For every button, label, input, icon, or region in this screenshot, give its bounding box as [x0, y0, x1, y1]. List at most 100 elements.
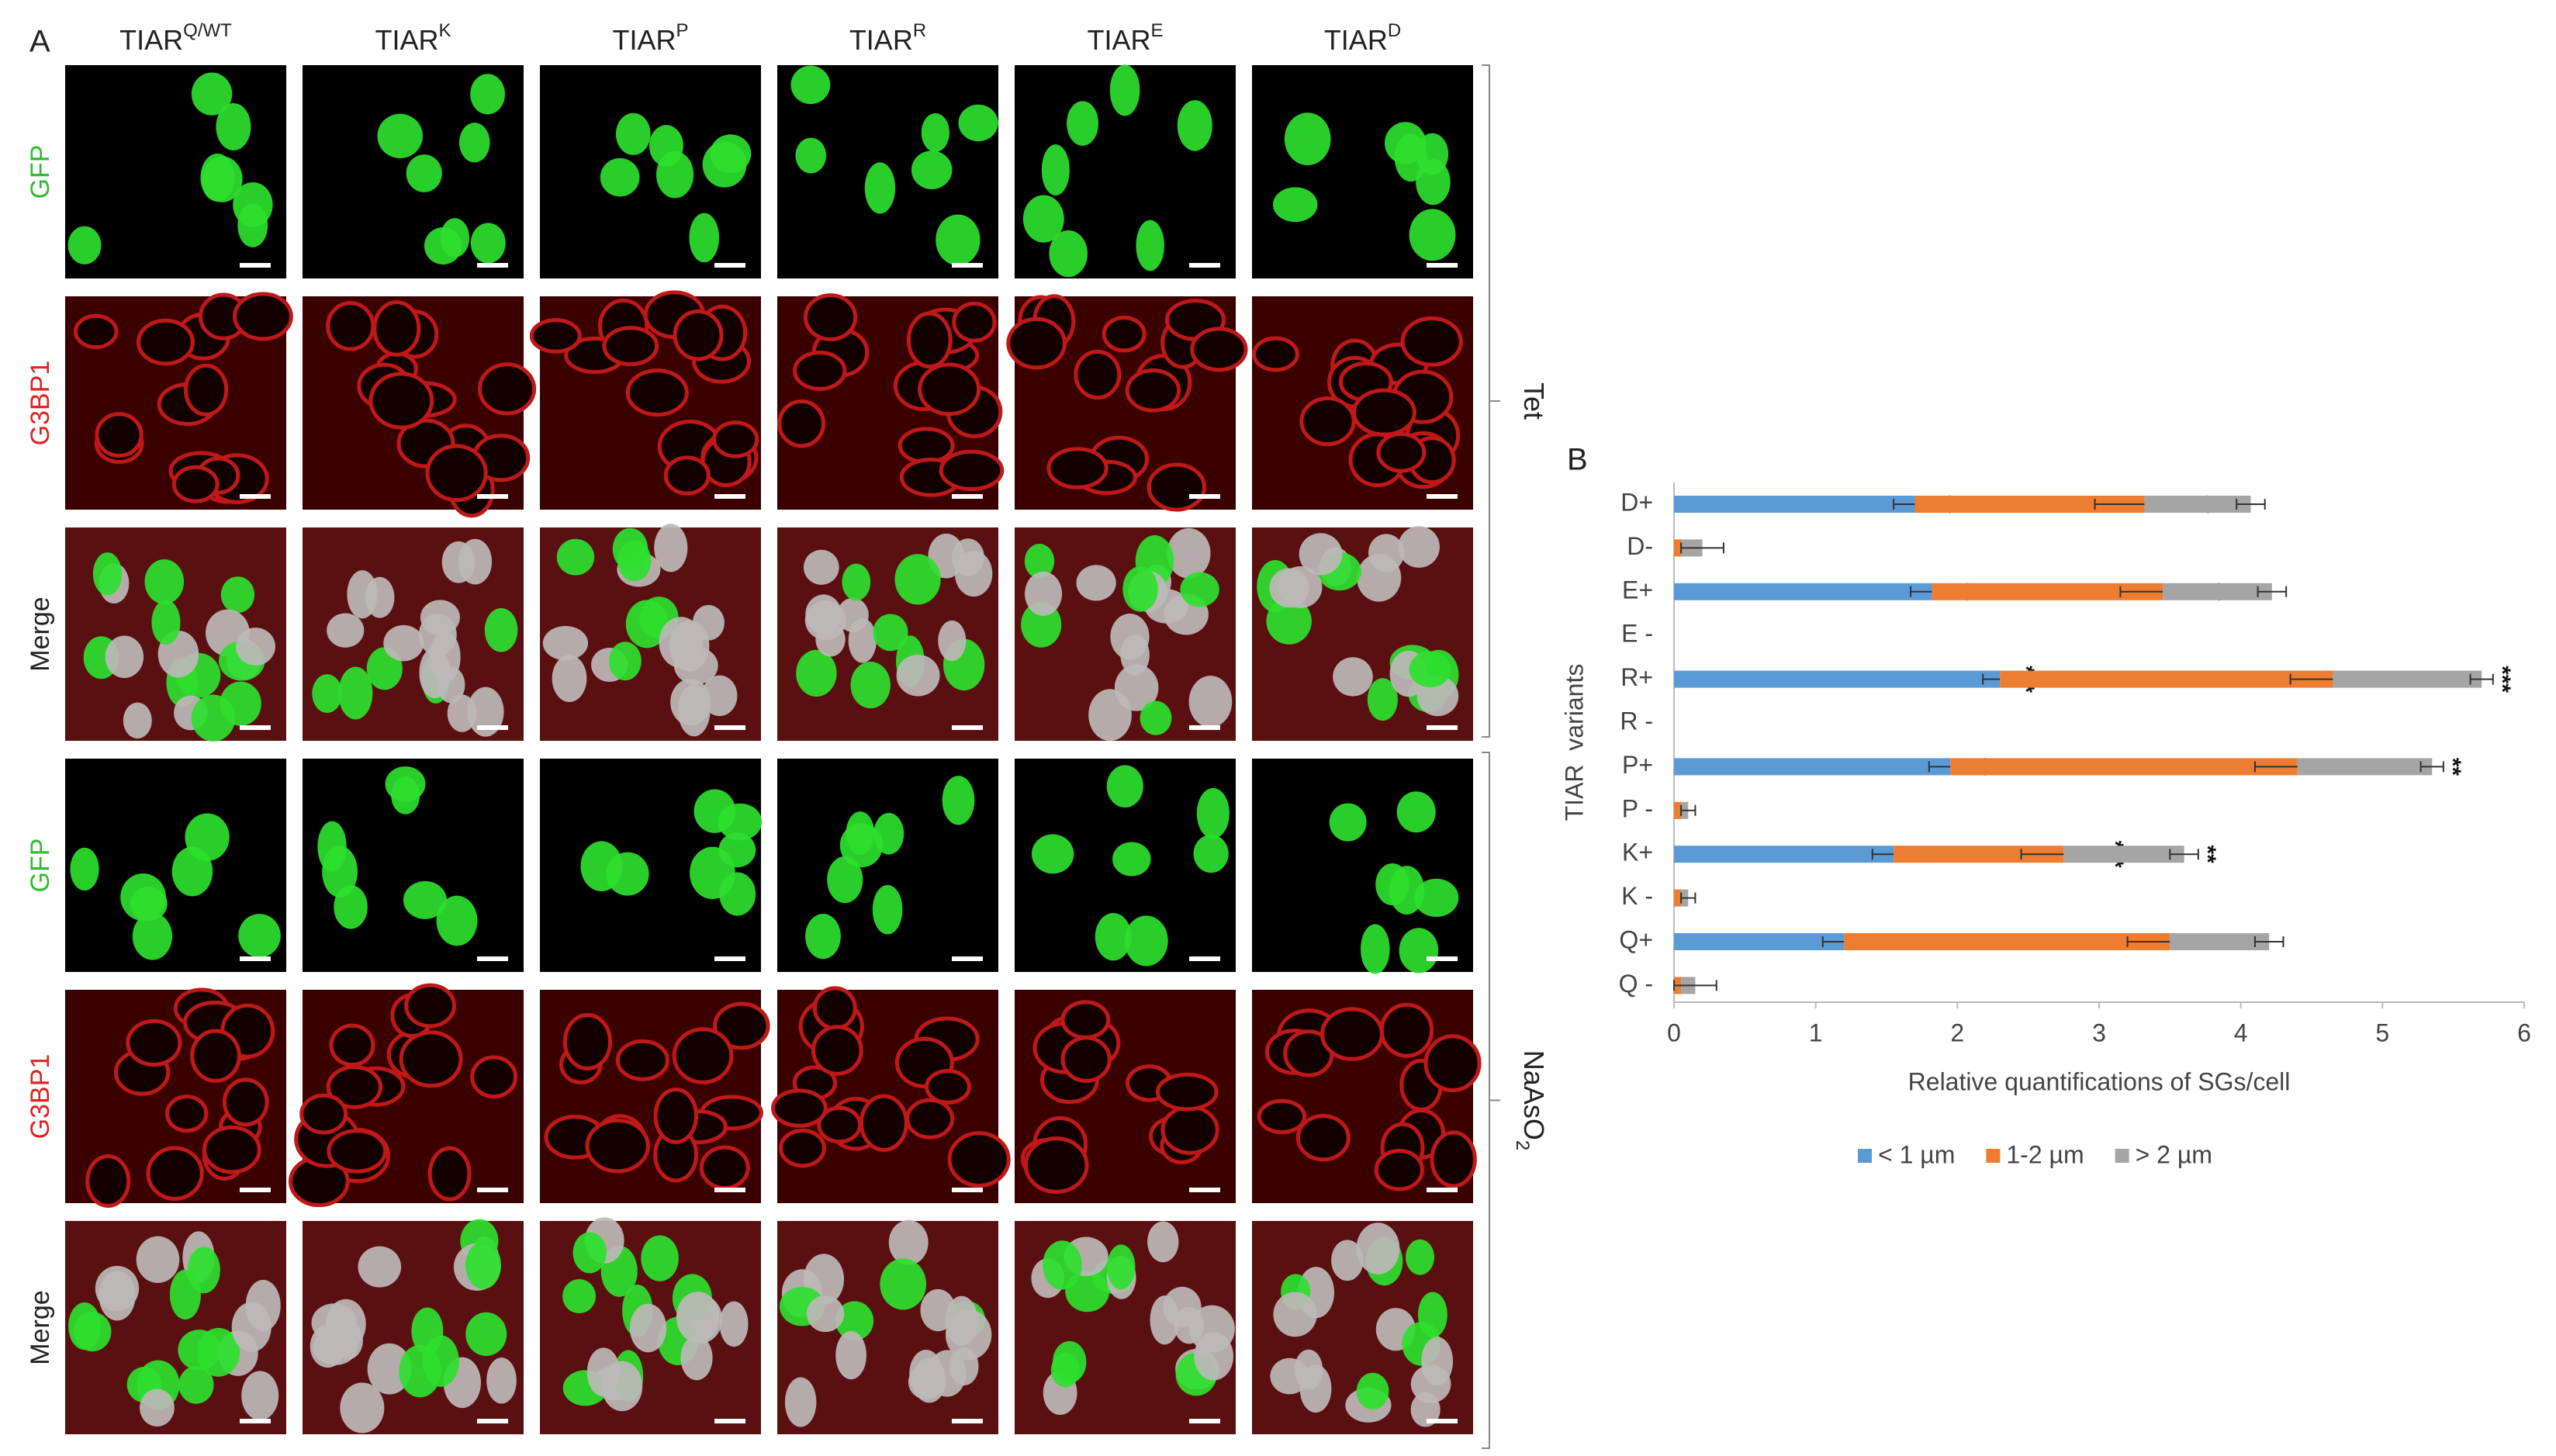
nucleus: [340, 1382, 385, 1434]
nucleus: [231, 1302, 272, 1352]
group-base: Tet: [1518, 382, 1550, 420]
nucleus: [586, 1347, 621, 1397]
cell-outline: [404, 983, 457, 1029]
nucleus: [424, 227, 462, 265]
bar-segment: [2144, 496, 2251, 513]
cell-outline: [947, 1131, 1011, 1188]
cell-outline: [1376, 432, 1427, 473]
cell-outline: [73, 313, 119, 350]
nucleus: [1188, 676, 1233, 728]
nucleus: [1122, 565, 1158, 612]
nucleus: [1331, 1240, 1364, 1281]
cell-outline: [713, 1001, 770, 1050]
nucleus: [1110, 614, 1150, 660]
significance: **: [2195, 846, 2220, 864]
nucleus: [358, 1246, 402, 1288]
scale-bar: [1427, 725, 1458, 730]
cell-outline: [1251, 336, 1299, 372]
scale-bar: [952, 1419, 983, 1423]
scale-bar: [714, 494, 745, 499]
x-tick-label: 3: [2092, 1019, 2106, 1046]
nucleus: [420, 600, 460, 635]
cell-outline: [918, 362, 981, 417]
bar-segment: [2297, 758, 2433, 776]
scale-bar: [1189, 1188, 1220, 1192]
group-base: NaAsO: [1518, 1050, 1550, 1140]
nucleus: [1356, 1223, 1400, 1274]
cell-outline: [327, 1129, 388, 1174]
column-header: TIARE: [1087, 20, 1163, 56]
nucleus: [1273, 187, 1318, 223]
nucleus: [419, 647, 451, 699]
nucleus: [220, 576, 255, 614]
nucleus: [542, 625, 589, 661]
cell-outline: [1299, 396, 1356, 447]
legend-label: 1-2 µm: [2006, 1140, 2084, 1168]
nucleus: [842, 563, 871, 601]
group-label: NaAsO2: [1512, 1050, 1550, 1150]
nucleus: [1406, 1239, 1434, 1275]
cell-outline: [136, 318, 195, 366]
y-tick-label: Q -: [1619, 970, 1653, 998]
nucleus: [710, 134, 752, 174]
y-tick-label: D-: [1627, 532, 1653, 560]
nucleus: [1194, 1332, 1234, 1381]
cell-outline: [1320, 1007, 1384, 1061]
scale-bar: [714, 1419, 745, 1423]
cell-outline: [1125, 368, 1181, 413]
header-sup: P: [676, 20, 689, 41]
scale-bar: [952, 725, 983, 730]
group-sub: 2: [1512, 1140, 1533, 1150]
nucleus: [1180, 572, 1219, 607]
significance: **: [2440, 758, 2465, 776]
nucleus: [1294, 1349, 1323, 1390]
nucleus: [169, 1269, 202, 1320]
cell-outline: [171, 465, 220, 503]
nucleus: [958, 104, 998, 142]
cell-outline: [672, 1027, 734, 1084]
cell-outline: [779, 1128, 826, 1168]
y-tick-label: R+: [1620, 663, 1653, 691]
cell-outline: [905, 1098, 955, 1140]
nucleus: [1368, 534, 1405, 572]
nucleus: [719, 1301, 749, 1347]
nucleus: [949, 1347, 979, 1385]
cell-outline: [232, 292, 293, 341]
cell-outline: [183, 363, 229, 417]
nucleus: [140, 1389, 175, 1427]
nucleus: [676, 1292, 720, 1343]
nucleus: [105, 635, 144, 679]
cell-outline: [326, 301, 375, 351]
cell-outline: [1046, 447, 1109, 489]
nucleus: [803, 549, 839, 585]
nucleus: [873, 812, 904, 855]
column-header: TIARQ/WT: [119, 20, 232, 56]
cell-outline: [1351, 388, 1417, 437]
y-tick-label: P+: [1622, 751, 1653, 779]
bar-segment: [1674, 539, 1682, 557]
cell-outline: [1430, 1130, 1477, 1188]
cell-outline: [777, 399, 825, 448]
nucleus: [1174, 1306, 1205, 1344]
bar-segment: [1674, 846, 1894, 863]
panel-label: A: [29, 25, 50, 59]
x-tick-label: 0: [1667, 1019, 1681, 1046]
scale-bar: [714, 956, 745, 961]
nucleus: [1067, 101, 1099, 146]
cell-outline: [1147, 462, 1206, 512]
nucleus: [641, 1235, 679, 1281]
nucleus: [718, 832, 756, 868]
cell-outline: [1060, 1036, 1112, 1083]
cell-outline: [817, 1105, 863, 1144]
header-base: TIAR: [375, 24, 438, 56]
nucleus: [1022, 195, 1064, 243]
nucleus: [1041, 144, 1070, 196]
scale-bar: [1189, 956, 1220, 961]
nucleus: [67, 226, 102, 265]
nucleus: [144, 559, 185, 604]
nucleus: [629, 1303, 667, 1353]
nucleus: [191, 72, 233, 116]
scale-bar: [477, 725, 508, 730]
micrograph: [1252, 759, 1473, 972]
nucleus: [1399, 928, 1439, 974]
